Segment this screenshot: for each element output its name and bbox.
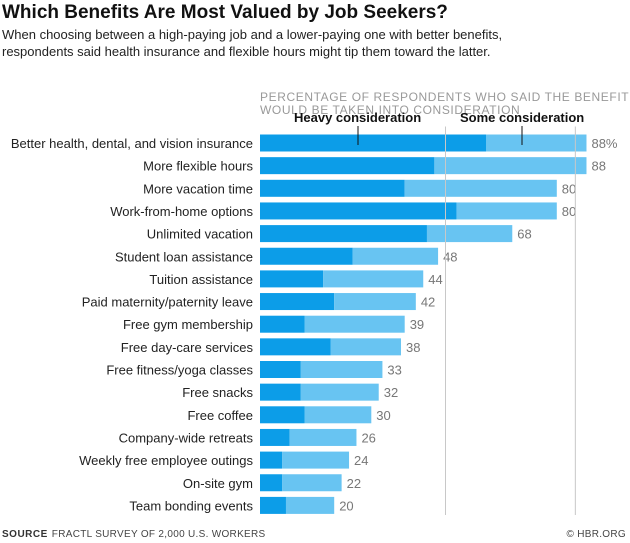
bar-some-consideration <box>426 225 513 243</box>
value-label: 68 <box>517 227 531 242</box>
chart-footer: SOURCE FRACTL SURVEY OF 2,000 U.S. WORKER… <box>2 529 628 540</box>
value-label: 88 <box>591 159 605 174</box>
legend-heavy-consideration: Heavy consideration <box>294 110 421 125</box>
bar-heavy-consideration <box>260 428 290 446</box>
source-label: SOURCE <box>2 529 48 540</box>
value-label: 30 <box>376 408 390 423</box>
bar-some-consideration <box>304 406 372 424</box>
bar-some-consideration <box>300 383 379 401</box>
axis-title-line-1: PERCENTAGE OF RESPONDENTS WHO SAID THE B… <box>260 90 629 104</box>
value-label: 24 <box>354 453 368 468</box>
value-label: 22 <box>347 476 361 491</box>
category-label: Unlimited vacation <box>147 227 253 242</box>
bar-heavy-consideration <box>260 406 305 424</box>
value-label: 48 <box>443 249 457 264</box>
bar-some-consideration <box>304 315 405 333</box>
credit-text: © HBR.ORG <box>566 529 626 540</box>
bar-heavy-consideration <box>260 293 335 311</box>
value-label: 88% <box>591 136 617 151</box>
bar-some-consideration <box>285 496 335 514</box>
bar-heavy-consideration <box>260 225 427 243</box>
axis-title-line-2: WOULD BE TAKEN INTO CONSIDERATION <box>260 103 520 117</box>
category-label: On-site gym <box>183 476 253 491</box>
value-label: 20 <box>339 498 353 513</box>
category-label: Work-from-home options <box>110 204 253 219</box>
bar-heavy-consideration <box>260 315 305 333</box>
bar-heavy-consideration <box>260 361 301 378</box>
category-label: Company-wide retreats <box>119 430 254 445</box>
bar-some-consideration <box>330 338 401 356</box>
benefits-bar-chart: PERCENTAGE OF RESPONDENTS WHO SAID THE B… <box>11 90 629 517</box>
value-label: 26 <box>361 430 375 445</box>
bar-heavy-consideration <box>260 247 353 265</box>
bar-some-consideration <box>323 270 424 288</box>
subtitle-line-1: When choosing between a high-paying job … <box>2 27 503 42</box>
category-label: Free snacks <box>182 385 253 400</box>
bar-heavy-consideration <box>260 451 283 469</box>
bar-some-consideration <box>289 428 357 446</box>
bar-heavy-consideration <box>260 338 331 356</box>
bar-some-consideration <box>352 247 439 265</box>
bar-some-consideration <box>434 157 587 175</box>
category-label: Team bonding events <box>129 498 253 513</box>
chart-container: PERCENTAGE OF RESPONDENTS WHO SAID THE B… <box>0 90 630 517</box>
category-label: Paid maternity/paternity leave <box>82 295 253 310</box>
category-label: Better health, dental, and vision insura… <box>11 136 253 151</box>
value-label: 33 <box>387 363 401 378</box>
category-label: Free coffee <box>187 408 253 423</box>
bar-heavy-consideration <box>260 496 286 514</box>
value-label: 32 <box>384 385 398 400</box>
bar-some-consideration <box>282 474 342 492</box>
source-text: FRACTL SURVEY OF 2,000 U.S. WORKERS <box>51 529 266 540</box>
category-label: Weekly free employee outings <box>79 453 253 468</box>
category-label: Tuition assistance <box>149 272 253 287</box>
bar-heavy-consideration <box>260 474 283 492</box>
bar-some-consideration <box>334 293 416 311</box>
category-label: Free gym membership <box>123 317 253 332</box>
bar-heavy-consideration <box>260 134 487 152</box>
chart-subtitle: When choosing between a high-paying job … <box>2 26 622 60</box>
bar-some-consideration <box>456 202 557 220</box>
bar-heavy-consideration <box>260 179 405 197</box>
bar-heavy-consideration <box>260 202 457 220</box>
value-label: 44 <box>428 272 442 287</box>
value-label: 42 <box>421 295 435 310</box>
value-label: 38 <box>406 340 420 355</box>
category-label: More flexible hours <box>143 159 253 174</box>
subtitle-line-2: respondents said health insurance and fl… <box>2 44 491 59</box>
category-label: Student loan assistance <box>115 249 253 264</box>
bar-heavy-consideration <box>260 157 435 175</box>
category-label: More vacation time <box>143 181 253 196</box>
bar-some-consideration <box>486 134 587 152</box>
value-label: 80 <box>562 181 576 196</box>
bar-some-consideration <box>282 451 350 469</box>
chart-title: Which Benefits Are Most Valued by Job Se… <box>2 2 448 23</box>
category-label: Free day-care services <box>121 340 254 355</box>
value-label: 39 <box>410 317 424 332</box>
category-label: Free fitness/yoga classes <box>106 363 253 378</box>
value-label: 80 <box>562 204 576 219</box>
bar-heavy-consideration <box>260 270 324 288</box>
bar-heavy-consideration <box>260 383 301 401</box>
bar-some-consideration <box>300 361 383 378</box>
legend-some-consideration: Some consideration <box>460 110 584 125</box>
bar-some-consideration <box>404 179 557 197</box>
